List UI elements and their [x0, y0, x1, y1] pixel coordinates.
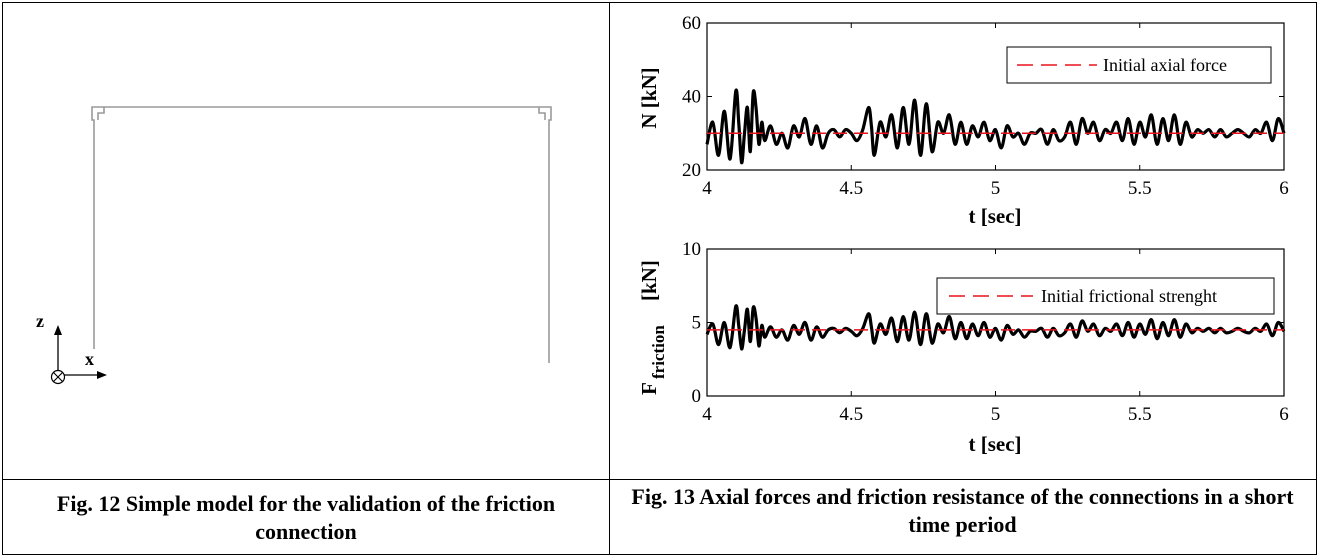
frame-connection-details	[97, 107, 546, 120]
friction-y-axis-symbol: F	[637, 382, 661, 395]
friction-y-tick-label: 10	[682, 239, 701, 260]
z-axis-label: z	[36, 311, 44, 331]
axial-force-y-tick-label: 40	[682, 87, 701, 108]
friction-x-tick-label: 4.5	[839, 404, 863, 425]
friction-y-axis-subscript: friction	[649, 325, 668, 379]
axial-force-y-axis-title: N [kN]	[637, 67, 661, 128]
axial-force-x-tick-label: 4	[702, 178, 712, 199]
axial-force-y-tick-label: 20	[682, 160, 701, 181]
friction-y-axis-title: F friction [kN]	[637, 260, 668, 395]
axial-force-y-tick-label: 60	[682, 13, 701, 34]
axial-force-x-axis-title: t [sec]	[968, 204, 1021, 228]
portal-frame-outline	[91, 106, 552, 363]
z-axis-arrowhead	[54, 325, 62, 335]
axial-force-x-tick-label: 5.5	[1128, 178, 1152, 199]
model-figure-cell: z x	[2, 2, 610, 480]
friction-x-axis-title: t [sec]	[968, 432, 1021, 456]
friction-legend-box	[936, 277, 1275, 315]
friction-plot-frame	[706, 248, 1285, 397]
axial-force-legend: Initial axial force	[1006, 46, 1272, 84]
friction-x-tick-label: 5	[991, 404, 1001, 425]
axial-force-x-tick-label: 6	[1279, 178, 1289, 199]
friction-x-tick-label: 5.5	[1128, 404, 1152, 425]
friction-x-tick-label: 6	[1279, 404, 1289, 425]
coordinate-axes: z x	[36, 311, 107, 385]
charts-figure-cell: 4 4.5 5 5.5 6 20 40 60 Initial axial force t [s…	[609, 2, 1317, 480]
friction-legend-label: Initial frictional strenght	[1041, 286, 1217, 306]
axial-force-x-tick-label: 5	[991, 178, 1001, 199]
friction-y-axis-unit: [kN]	[637, 260, 661, 301]
caption-cell-left: Fig. 12 Simple model for the validation …	[2, 479, 610, 555]
axial-force-chart: 4 4.5 5 5.5 6 20 40 60 Initial axial force t [s…	[637, 13, 1289, 228]
figure-12-caption: Fig. 12 Simple model for the validation …	[56, 491, 556, 544]
caption-cell-right: Fig. 13 Axial forces and friction resist…	[609, 479, 1317, 555]
x-axis-label: x	[85, 349, 94, 369]
friction-x-tick-label: 4	[702, 404, 712, 425]
frame-model	[91, 106, 552, 363]
axial-force-x-tick-label: 4.5	[839, 178, 863, 199]
model-drawing: z x	[36, 106, 552, 385]
x-axis-arrowhead	[97, 371, 107, 379]
y-axis-cross-mark-b	[53, 372, 63, 382]
figure-13-caption: Fig. 13 Axial forces and friction resist…	[631, 484, 1294, 537]
friction-y-tick-label: 5	[692, 313, 702, 334]
axial-force-legend-label: Initial axial force	[1103, 55, 1227, 75]
friction-chart: 4 4.5 5 5.5 6 0 5 10 Initial frictional strengh…	[637, 239, 1289, 456]
axial-force-plot-frame	[706, 22, 1285, 171]
friction-response-line	[705, 304, 1286, 351]
axial-force-response-line	[705, 88, 1286, 165]
friction-y-tick-label: 0	[692, 386, 702, 407]
friction-legend: Initial frictional strenght	[936, 277, 1275, 315]
